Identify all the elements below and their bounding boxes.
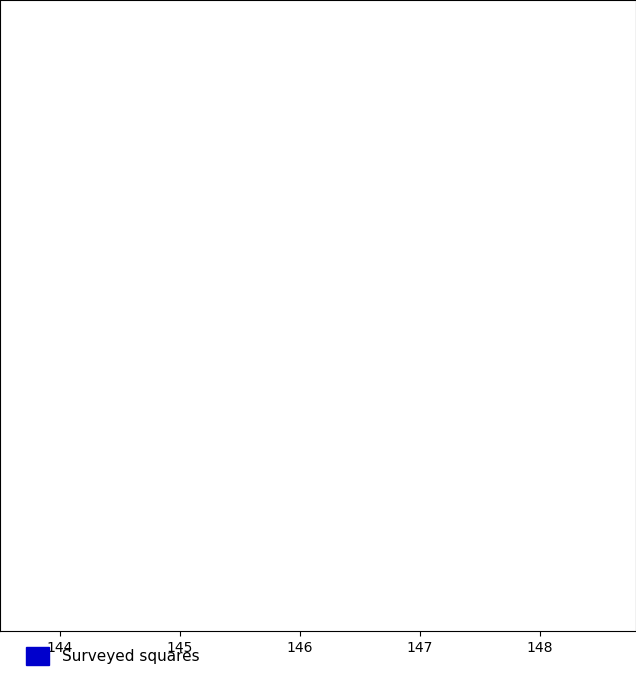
Legend: Surveyed squares: Surveyed squares (20, 641, 205, 672)
